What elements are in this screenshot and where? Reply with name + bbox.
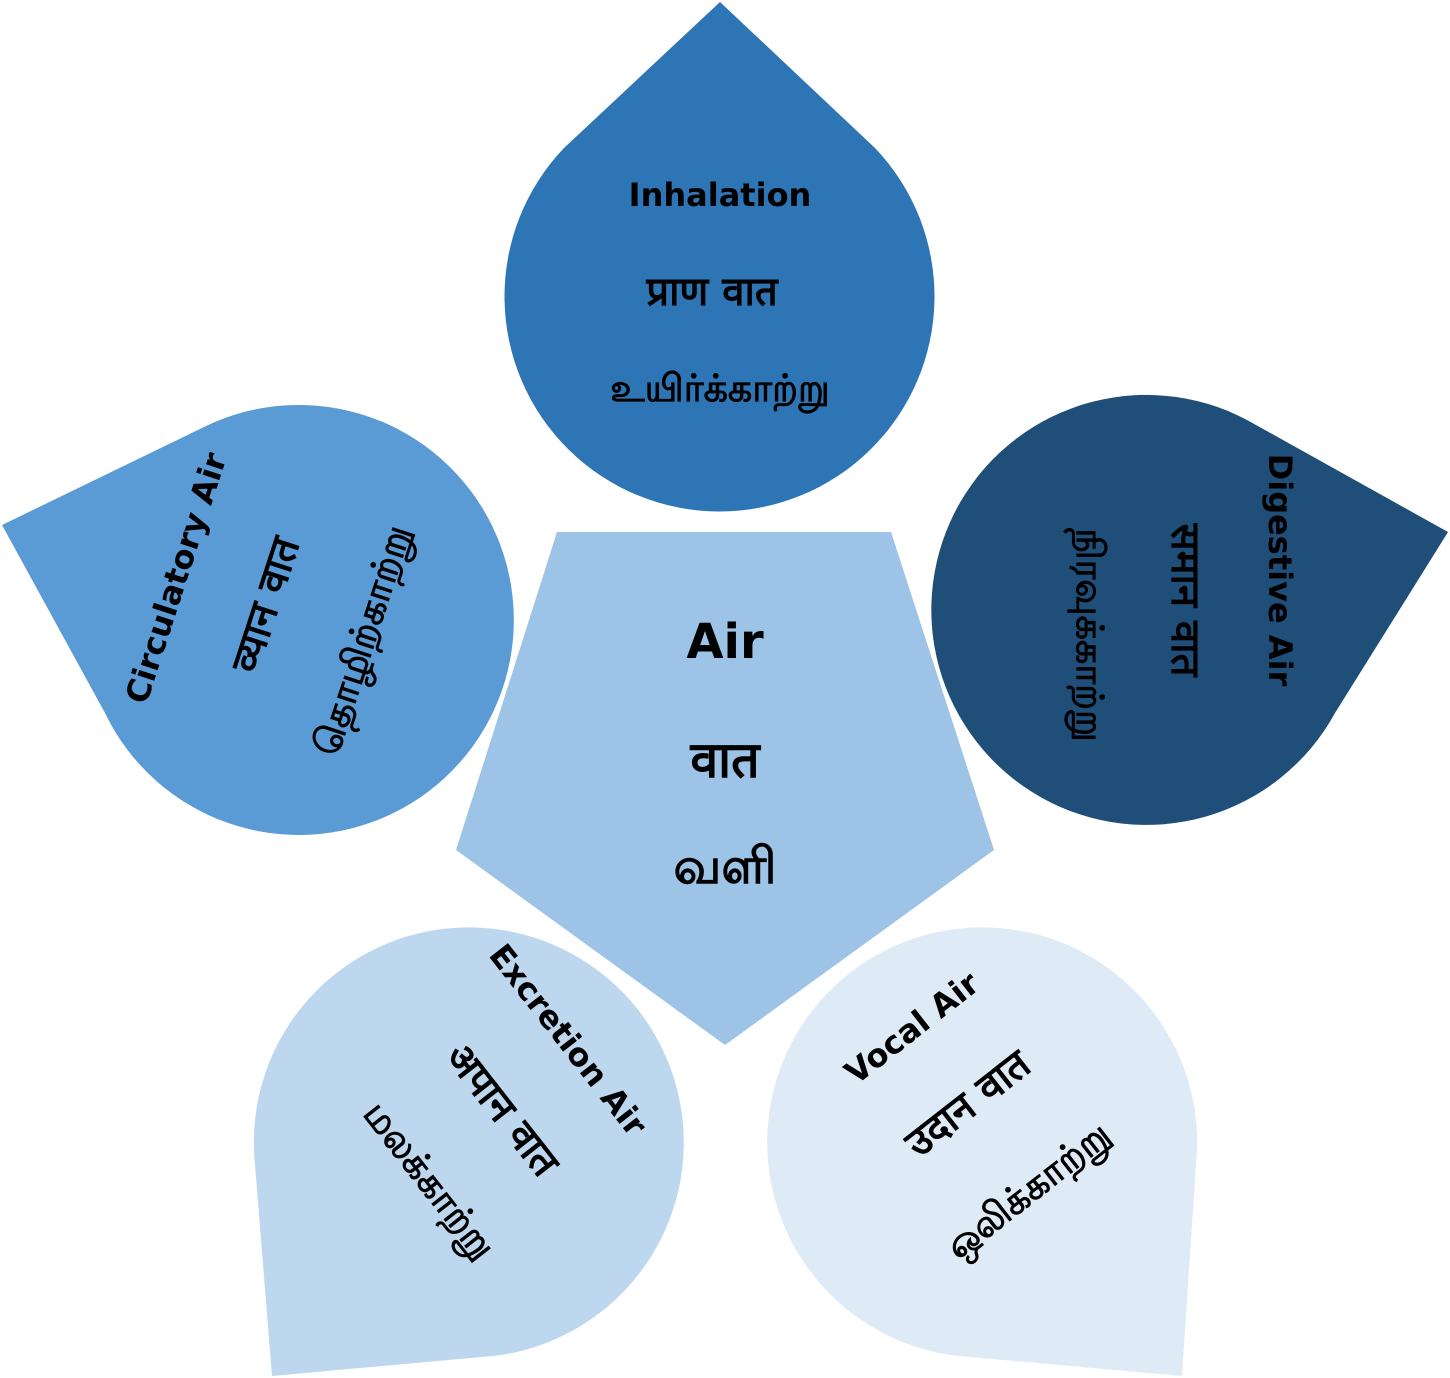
petal-digestive-shape [931,394,1448,825]
center-pentagon [456,532,994,1045]
center-node: Air वात வளி [456,532,994,1045]
petal-inhalation-english: Inhalation [629,176,812,214]
petal-excretion-shape [253,927,684,1376]
petal-digestive-tamil: நிரவுக்காற்று [1063,527,1112,742]
center-english: Air [686,614,764,670]
petal-digestive-english: Digestive Air [1261,454,1299,687]
petal-circulatory-shape [2,404,514,835]
petal-inhalation-shape [504,2,935,512]
petal-inhalation-sanskrit: प्राण वात [645,269,779,315]
petal-excretion: Excretion Air अपान वात மலக்காற்று [253,927,684,1376]
center-tamil: வளி [673,837,776,895]
petal-vocal-shape [767,927,1198,1376]
petal-vocal: Vocal Air उदान वात ஒலிக்காற்று [767,927,1198,1376]
petal-digestive-sanskrit: समान वात [1162,523,1208,678]
petal-inhalation: Inhalation प्राण वात உயிர்க்காற்று [504,2,935,512]
center-sanskrit: वात [689,731,761,789]
petal-circulatory: Circulatory Air व्यान वात தொழிற்காற்று [2,404,514,835]
petal-digestive: Digestive Air समान वात நிரவுக்காற்று [931,394,1448,825]
petal-inhalation-tamil: உயிர்க்காற்று [610,366,829,414]
